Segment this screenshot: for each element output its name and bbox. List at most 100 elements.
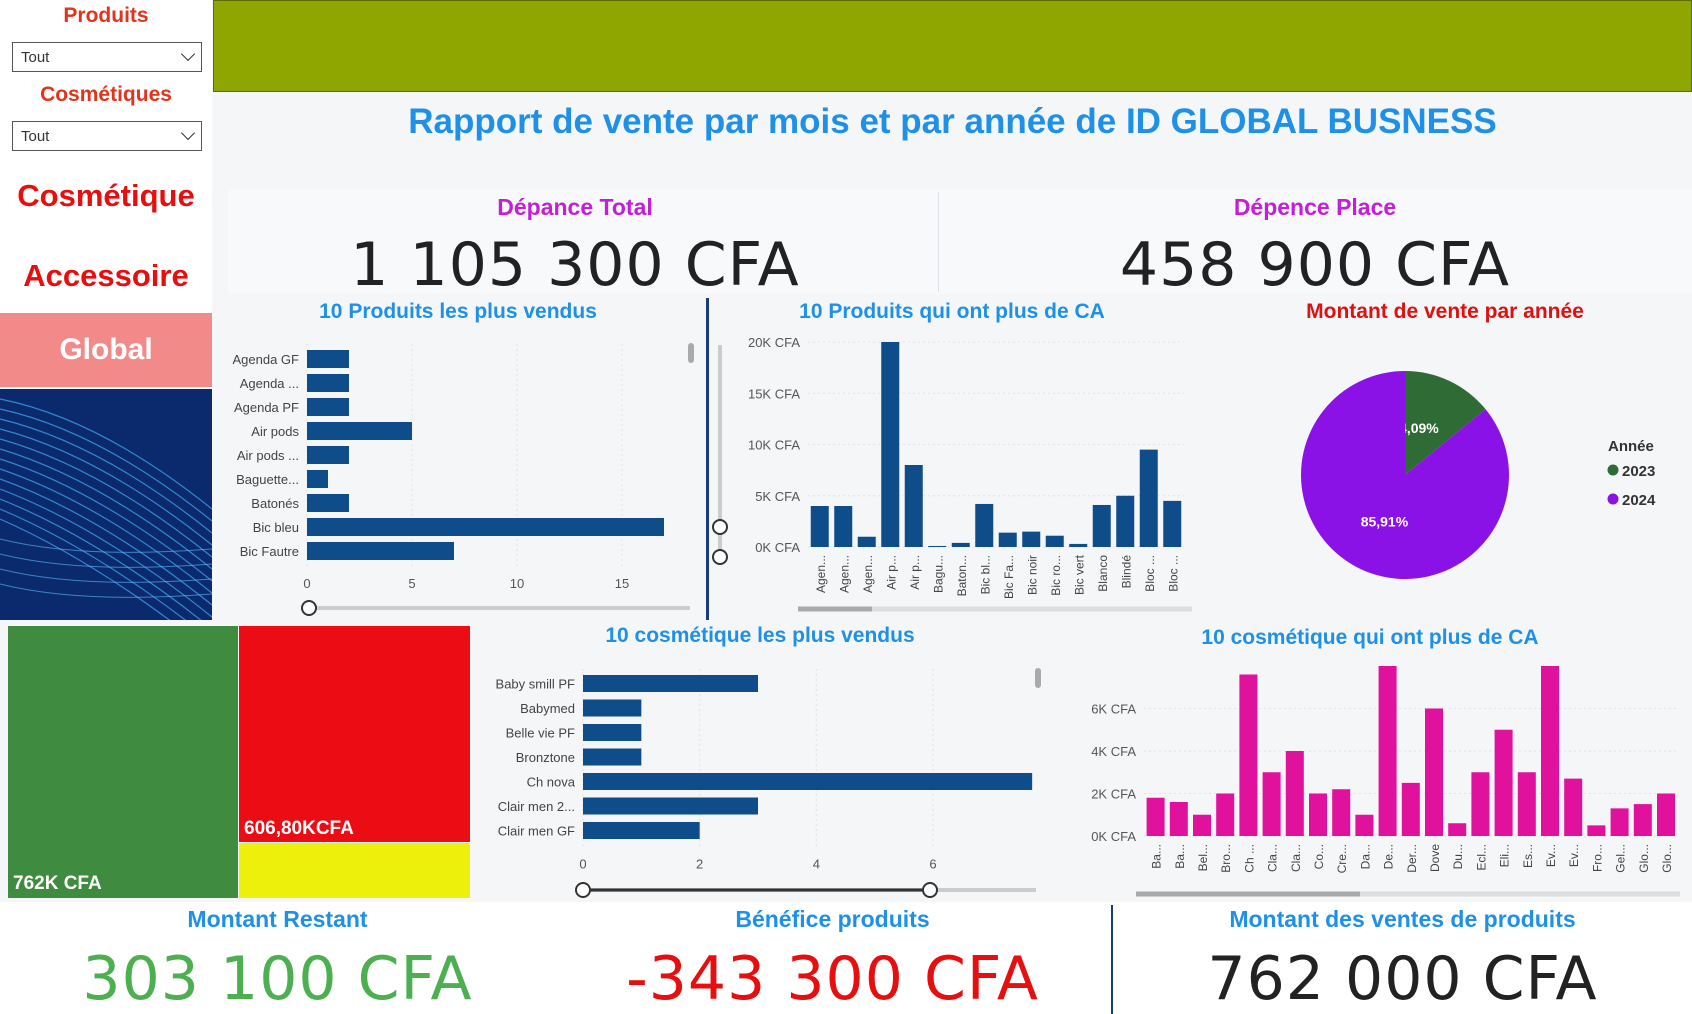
benefice-value: -343 300 CFA bbox=[626, 944, 1039, 1014]
category-label: Ecl... bbox=[1474, 844, 1488, 871]
produits-dropdown[interactable]: Tout bbox=[12, 42, 202, 72]
category-label: Air p... bbox=[908, 555, 922, 590]
bar bbox=[307, 374, 349, 392]
category-label: Blindé bbox=[1119, 555, 1133, 589]
category-label: Baby smill PF bbox=[496, 677, 576, 692]
bar bbox=[1564, 778, 1583, 836]
category-label: Bel... bbox=[1196, 844, 1210, 871]
chart-cosmetique-ca: 0K CFA 2K CFA 4K CFA 6K CFA Ba... Ba... Bel...… bbox=[1091, 666, 1680, 897]
category-label: Dove bbox=[1428, 844, 1442, 872]
bar bbox=[904, 465, 923, 547]
category-label: Air pods bbox=[251, 424, 299, 439]
bar bbox=[1146, 797, 1165, 836]
y-tick-label: 0K CFA bbox=[755, 540, 800, 555]
category-label: Air p... bbox=[884, 555, 898, 590]
x-tick-label: 5 bbox=[408, 576, 415, 591]
bar bbox=[307, 542, 454, 560]
category-label: Bagu... bbox=[931, 555, 945, 593]
y-tick-label: 15K CFA bbox=[748, 386, 800, 401]
category-label: Bro... bbox=[1219, 844, 1233, 873]
category-label: Bic bl... bbox=[978, 555, 992, 594]
category-label: Batonés bbox=[251, 496, 299, 511]
bar bbox=[1163, 500, 1182, 547]
scrollbar-thumb bbox=[688, 343, 694, 363]
category-label: Agen... bbox=[837, 555, 851, 593]
y-tick-label: 0K CFA bbox=[1091, 829, 1136, 844]
y-tick-label: 10K CFA bbox=[748, 438, 800, 453]
chart-title-vente-annee: Montant de vente par année bbox=[1306, 300, 1584, 323]
chart-title-produits-vendus: 10 Produits les plus vendus bbox=[319, 300, 597, 323]
bar bbox=[857, 536, 876, 547]
nav-cosmetique-button[interactable]: Cosmétique bbox=[17, 178, 195, 213]
range-slider-handle bbox=[575, 882, 591, 898]
pie-slice bbox=[1301, 371, 1509, 579]
bar bbox=[1193, 814, 1211, 836]
bar bbox=[1022, 531, 1041, 547]
treemap-green-label: 762K CFA bbox=[13, 873, 102, 894]
category-label: Bic bleu bbox=[253, 520, 299, 535]
chevron-down-icon bbox=[180, 46, 196, 62]
y-tick-label: 6K CFA bbox=[1091, 702, 1136, 717]
ventes-produits-value: 762 000 CFA bbox=[1207, 944, 1598, 1014]
category-label: Ev... bbox=[1567, 844, 1581, 867]
bar bbox=[307, 470, 328, 488]
data-label: 85,91% bbox=[1361, 513, 1409, 529]
depence-place-value: 458 900 CFA bbox=[1119, 230, 1511, 300]
legend-marker bbox=[1607, 493, 1619, 505]
y-tick-label: 20K CFA bbox=[748, 335, 800, 350]
bar bbox=[1285, 751, 1304, 836]
bar bbox=[1610, 808, 1629, 836]
bar bbox=[307, 446, 349, 464]
produits-slicer-label: Produits bbox=[63, 4, 149, 27]
ventes-produits-label: Montant des ventes de produits bbox=[1229, 906, 1576, 932]
category-label: Clair men GF bbox=[498, 824, 575, 839]
divider bbox=[706, 298, 709, 620]
y-tick-label: 5K CFA bbox=[755, 489, 800, 504]
category-label: Glo... bbox=[1637, 844, 1651, 873]
category-label: Ev... bbox=[1544, 844, 1558, 867]
category-label: Cre... bbox=[1335, 844, 1349, 873]
bar bbox=[1471, 772, 1490, 836]
range-slider-handle bbox=[712, 519, 728, 535]
bar bbox=[583, 699, 642, 717]
chart-title-produits-ca: 10 Produits qui ont plus de CA bbox=[799, 300, 1105, 323]
legend-marker bbox=[1607, 464, 1619, 476]
bar bbox=[975, 503, 994, 547]
nav-accessoire-button[interactable]: Accessoire bbox=[23, 258, 189, 293]
range-slider-handle bbox=[712, 549, 728, 565]
depance-total-value: 1 105 300 CFA bbox=[350, 230, 800, 300]
chart-title-cosmetique-ca: 10 cosmétique qui ont plus de CA bbox=[1201, 626, 1539, 649]
treemap-red-tile[interactable] bbox=[239, 626, 470, 842]
treemap-green-tile[interactable] bbox=[8, 626, 238, 898]
bar bbox=[881, 342, 900, 547]
bar bbox=[1494, 729, 1513, 836]
bar bbox=[1069, 543, 1088, 547]
treemap-yellow-tile[interactable] bbox=[239, 843, 470, 898]
bar bbox=[1262, 772, 1281, 836]
category-label: Agen... bbox=[861, 555, 875, 593]
bar bbox=[834, 506, 853, 547]
depance-total-label: Dépance Total bbox=[497, 194, 653, 220]
category-label: Der... bbox=[1405, 844, 1419, 873]
x-tick-label: 15 bbox=[615, 576, 629, 591]
slider-handle bbox=[301, 600, 317, 616]
depence-place-label: Dépence Place bbox=[1233, 194, 1397, 220]
produits-dropdown-value: Tout bbox=[21, 49, 50, 66]
category-label: Agenda PF bbox=[234, 400, 299, 415]
cosmetiques-dropdown[interactable]: Tout bbox=[12, 121, 202, 151]
cosmetiques-dropdown-value: Tout bbox=[21, 128, 50, 145]
category-label: Du... bbox=[1451, 844, 1465, 869]
range-slider-handle bbox=[922, 882, 938, 898]
bar bbox=[1216, 793, 1235, 836]
nav-global-button[interactable]: Global bbox=[0, 313, 212, 387]
bar bbox=[583, 773, 1033, 790]
category-label: Bloc ... bbox=[1166, 555, 1180, 592]
category-label: Baton... bbox=[955, 555, 969, 596]
x-tick-label: 0 bbox=[303, 576, 310, 591]
bar bbox=[1541, 666, 1559, 836]
category-label: Gel... bbox=[1614, 844, 1628, 873]
bar bbox=[1239, 674, 1258, 836]
bar bbox=[583, 675, 758, 692]
category-label: Blanco bbox=[1096, 555, 1110, 592]
